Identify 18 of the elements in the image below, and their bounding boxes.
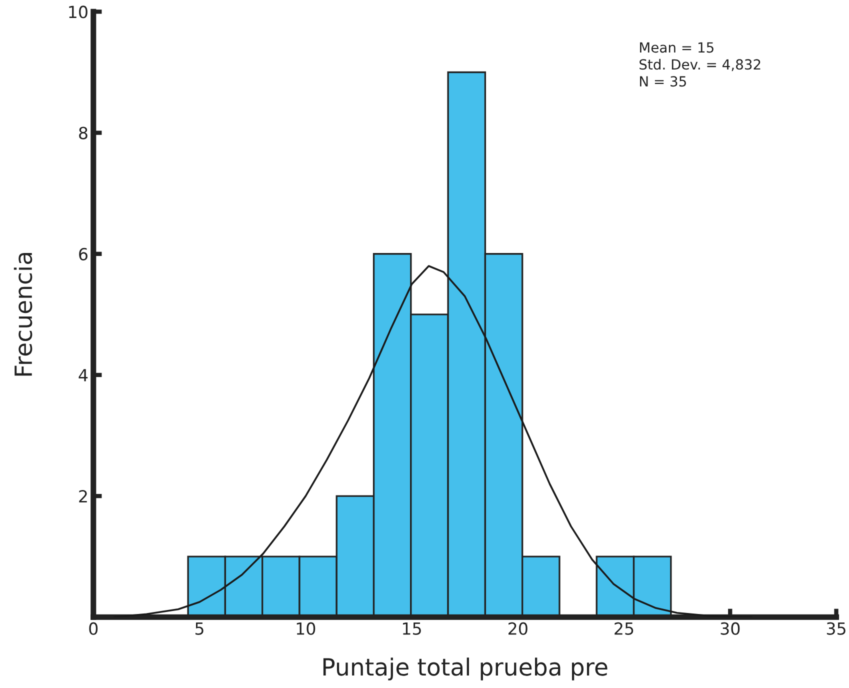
x-tick-label: 20 xyxy=(508,622,528,635)
y-tick-label: 2 xyxy=(79,490,87,502)
y-tick-label: 10 xyxy=(69,6,88,18)
annotation: N = 35 xyxy=(640,76,686,87)
x-tick-label: 25 xyxy=(614,622,634,635)
annotation: Mean = 15 xyxy=(640,42,714,53)
y-tick-label: 8 xyxy=(79,126,88,140)
x-tick-label: 30 xyxy=(720,622,740,635)
y-tick-label: 4 xyxy=(78,369,88,382)
annotation: Std. Dev. = 4,832 xyxy=(640,58,760,72)
x-tick-label: 10 xyxy=(296,622,316,635)
y-tick-label: 6 xyxy=(79,248,88,260)
y-axis-title: Frecuencia xyxy=(14,253,32,376)
x-tick-label: 0 xyxy=(89,622,98,635)
x-tick-label: 35 xyxy=(826,622,846,635)
x-tick-label: 15 xyxy=(402,622,421,635)
x-axis-title: Puntaje total prueba pre xyxy=(323,658,608,680)
x-tick-label: 5 xyxy=(196,622,204,635)
